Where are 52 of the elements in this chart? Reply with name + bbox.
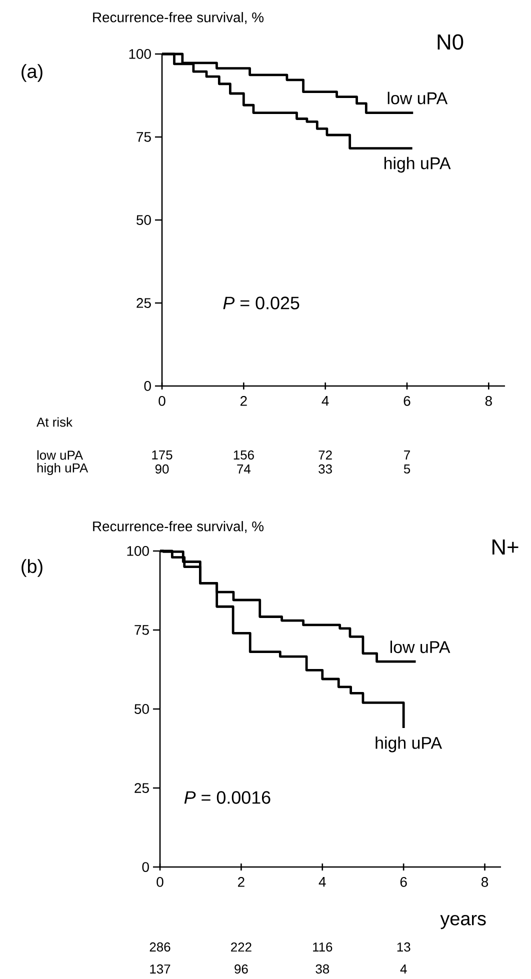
annotation: P = 0.0016	[184, 791, 270, 804]
x-tick-label: 2	[240, 396, 247, 406]
y-tick-label: 50	[136, 215, 151, 225]
x-tick-label: 4	[322, 396, 329, 406]
text: 72	[318, 450, 332, 460]
text: 116	[313, 942, 332, 952]
x-tick-label: 8	[481, 877, 488, 887]
text: 5	[404, 464, 410, 474]
x-tick-label: 6	[400, 877, 407, 887]
y-tick-label: 100	[127, 546, 149, 556]
text: 96	[234, 964, 248, 974]
x-tick-label: 8	[485, 396, 492, 406]
y-tick-label: 0	[144, 381, 151, 391]
text: 137	[150, 964, 170, 974]
y-tick-label: 0	[142, 862, 149, 872]
text: high uPA	[37, 462, 88, 476]
y-axis-title: Recurrence-free survival, %	[93, 12, 264, 24]
x-tick-label: 6	[404, 396, 410, 406]
x-tick-label: 2	[238, 877, 244, 887]
series-label: high uPA	[384, 156, 451, 173]
series-label: high uPA	[376, 736, 442, 752]
text: 74	[237, 464, 251, 474]
text: 13	[397, 942, 410, 952]
y-axis-title: Recurrence-free survival, %	[93, 521, 264, 533]
text: 175	[152, 450, 172, 460]
chart-subtitle: N+	[492, 539, 518, 555]
text: 156	[234, 450, 254, 460]
text: 286	[150, 942, 170, 952]
text: 38	[316, 964, 330, 974]
y-tick-label: 75	[136, 132, 151, 142]
chart-title: (b)	[22, 559, 42, 577]
text: (a)	[22, 64, 42, 82]
text: low uPA	[37, 450, 84, 460]
chart-subtitle: N0	[438, 34, 464, 50]
annotation: P = 0.025	[223, 296, 300, 310]
x-tick-label: 0	[158, 396, 166, 406]
x-axis-title: years	[440, 914, 486, 930]
series-label: low uPA	[390, 640, 450, 654]
y-tick-label: 100	[129, 49, 151, 59]
x-tick-label: 4	[318, 877, 326, 887]
y-tick-label: 75	[134, 625, 149, 635]
series-label: low uPA	[388, 92, 448, 104]
y-tick-label: 50	[134, 704, 149, 714]
text: 7	[404, 450, 410, 460]
text: 222	[231, 942, 252, 952]
y-tick-label: 25	[134, 783, 149, 793]
text: 4	[400, 964, 407, 974]
text: At risk	[36, 417, 73, 427]
x-tick-label: 0	[156, 877, 164, 887]
text: 90	[155, 464, 169, 474]
text: 33	[318, 464, 332, 474]
y-tick-label: 25	[136, 298, 151, 308]
